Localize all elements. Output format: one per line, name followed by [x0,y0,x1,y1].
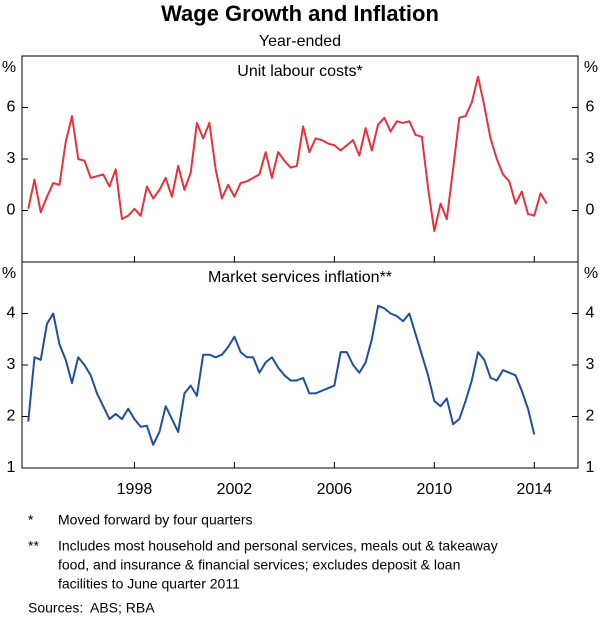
panel-title: Unit labour costs* [237,63,362,80]
y-tick-label: 3 [586,150,595,167]
y-tick-label: 0 [7,202,16,219]
y-axis-unit: % [2,59,16,76]
x-tick-label: 2002 [217,481,253,498]
x-tick-label: 2006 [317,481,353,498]
note-text: Includes most household and personal ser… [58,538,498,554]
y-tick-label: 1 [7,459,16,476]
chart-subtitle: Year-ended [259,33,341,50]
y-tick-label: 3 [7,356,16,373]
y-tick-label: 0 [586,202,595,219]
note-marker: ** [28,538,39,554]
y-tick-label: 2 [586,408,595,425]
note-text: food, and insurance & financial services… [58,557,460,573]
x-tick-label: 2010 [417,481,453,498]
y-axis-unit: % [2,265,16,282]
series-line [27,304,536,446]
y-tick-label: 6 [586,99,595,116]
y-tick-label: 3 [586,356,595,373]
sources: ABS; RBA [90,600,155,616]
note-text: facilities to June quarter 2011 [58,576,240,592]
x-tick-label: 2014 [516,481,552,498]
y-tick-label: 6 [7,99,16,116]
note-text: Moved forward by four quarters [58,512,253,528]
y-tick-label: 4 [586,305,595,322]
y-tick-label: 3 [7,150,16,167]
x-tick-label: 1998 [117,481,153,498]
y-axis-unit: % [584,265,598,282]
y-axis-unit: % [584,59,598,76]
y-tick-label: 2 [7,408,16,425]
series-line [27,75,548,233]
chart-title: Wage Growth and Inflation [161,1,439,26]
sources-label: Sources: [28,600,83,616]
y-tick-label: 4 [7,305,16,322]
note-marker: * [28,512,34,528]
panel-title: Market services inflation** [208,269,392,286]
y-tick-label: 1 [586,459,595,476]
